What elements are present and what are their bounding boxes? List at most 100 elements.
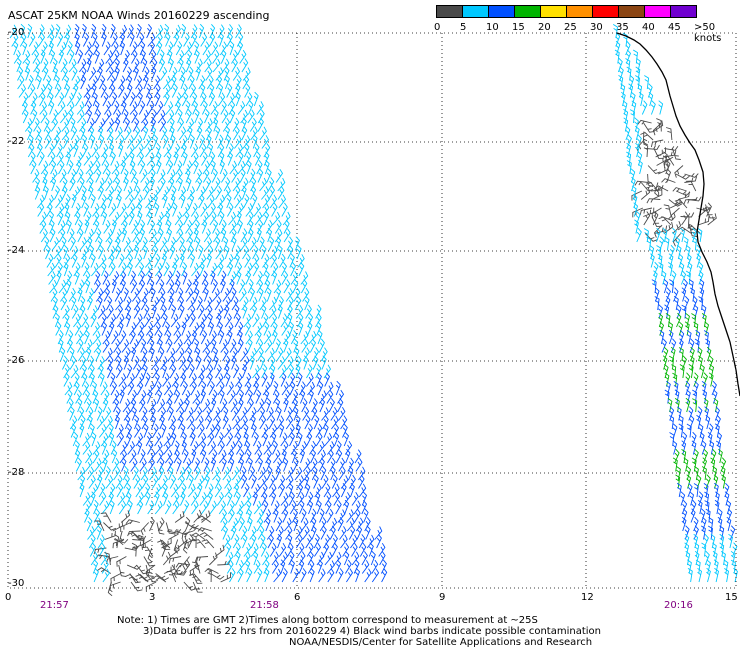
wind-barb xyxy=(665,313,671,328)
wind-barb xyxy=(193,539,206,549)
wind-barb xyxy=(194,108,200,124)
wind-barb xyxy=(181,440,187,455)
wind-barb xyxy=(240,525,248,540)
wind-barb xyxy=(704,550,710,566)
wind-barb xyxy=(177,296,185,311)
wind-barb xyxy=(195,168,203,183)
wind-barb xyxy=(733,567,738,583)
wind-barb xyxy=(137,321,145,336)
wind-barb xyxy=(166,389,174,404)
wind-barb xyxy=(121,339,130,353)
wind-barb xyxy=(186,176,192,192)
wind-barb xyxy=(111,219,117,234)
wind-barb xyxy=(691,457,697,472)
wind-barb xyxy=(296,475,305,489)
wind-barb xyxy=(658,262,664,277)
wind-barb xyxy=(197,186,206,200)
wind-barb xyxy=(326,560,335,574)
wind-barb xyxy=(205,355,212,370)
wind-barb xyxy=(196,475,205,489)
wind-barb xyxy=(152,186,161,200)
wind-barb xyxy=(100,512,112,523)
wind-barb xyxy=(275,338,281,353)
wind-barb xyxy=(698,270,704,285)
wind-barb xyxy=(712,550,718,566)
wind-barb xyxy=(162,75,171,90)
wind-barb xyxy=(208,32,216,47)
wind-barb xyxy=(129,270,137,285)
wind-barb xyxy=(266,407,274,421)
wind-barb xyxy=(128,322,137,336)
wind-barb xyxy=(634,117,639,132)
wind-barb xyxy=(122,109,129,124)
wind-barb xyxy=(177,117,185,132)
wind-barb xyxy=(173,24,181,39)
wind-barb xyxy=(240,466,247,481)
wind-barb xyxy=(108,203,117,217)
wind-barb xyxy=(329,525,336,540)
wind-barb xyxy=(184,100,191,115)
wind-barb xyxy=(705,474,711,489)
wind-barb xyxy=(206,186,215,200)
wind-barb xyxy=(268,474,276,489)
wind-barb xyxy=(244,372,252,387)
wind-barb xyxy=(146,92,153,107)
wind-barb xyxy=(160,356,168,370)
wind-barb xyxy=(380,559,387,574)
wind-barb xyxy=(279,364,287,379)
wind-barb xyxy=(111,92,118,107)
wind-barb xyxy=(86,406,94,421)
wind-barb xyxy=(127,261,133,277)
wind-barb xyxy=(693,372,699,387)
wind-barb xyxy=(186,228,194,243)
wind-barb xyxy=(123,347,131,362)
wind-barb xyxy=(143,556,155,567)
wind-barb xyxy=(685,397,691,413)
wind-barb xyxy=(194,338,200,353)
wind-barb xyxy=(101,559,109,574)
wind-barb xyxy=(643,211,651,226)
wind-barb xyxy=(235,143,244,158)
wind-barb xyxy=(263,441,272,455)
wind-barb xyxy=(87,526,95,540)
wind-barb xyxy=(139,390,147,404)
wind-barb xyxy=(127,373,136,387)
wind-barb xyxy=(116,424,124,438)
wind-barb xyxy=(104,552,111,566)
wind-barb xyxy=(310,516,317,532)
wind-barb xyxy=(728,533,734,549)
wind-barb xyxy=(21,92,29,107)
wind-barb xyxy=(59,168,67,183)
wind-barb xyxy=(96,415,105,430)
wind-barb xyxy=(291,389,299,404)
wind-barb xyxy=(171,372,180,387)
wind-barb xyxy=(238,517,245,532)
wind-barb xyxy=(110,381,118,396)
wind-barb xyxy=(200,32,208,47)
wind-barb xyxy=(130,398,137,413)
wind-barb xyxy=(140,49,146,64)
wind-barb xyxy=(105,347,113,362)
wind-barb xyxy=(39,211,47,226)
wind-barb xyxy=(42,176,48,192)
wind-barb xyxy=(88,364,95,379)
wind-barb xyxy=(63,244,69,260)
wind-barb xyxy=(671,270,677,285)
wind-barb xyxy=(189,564,200,576)
wind-barb xyxy=(98,542,106,557)
wind-barb xyxy=(283,228,291,243)
wind-barb xyxy=(231,58,238,73)
wind-barb xyxy=(287,364,295,379)
wind-barb xyxy=(93,160,101,175)
wind-barb xyxy=(149,168,156,183)
wind-barb xyxy=(155,32,163,47)
wind-barb xyxy=(295,363,301,379)
wind-barb xyxy=(181,262,188,277)
wind-barb xyxy=(164,449,173,464)
wind-barb xyxy=(261,135,270,149)
wind-barb xyxy=(109,431,115,447)
wind-barb xyxy=(213,355,219,370)
wind-barb xyxy=(229,40,235,56)
wind-barb xyxy=(701,304,707,319)
wind-barb xyxy=(713,559,719,574)
